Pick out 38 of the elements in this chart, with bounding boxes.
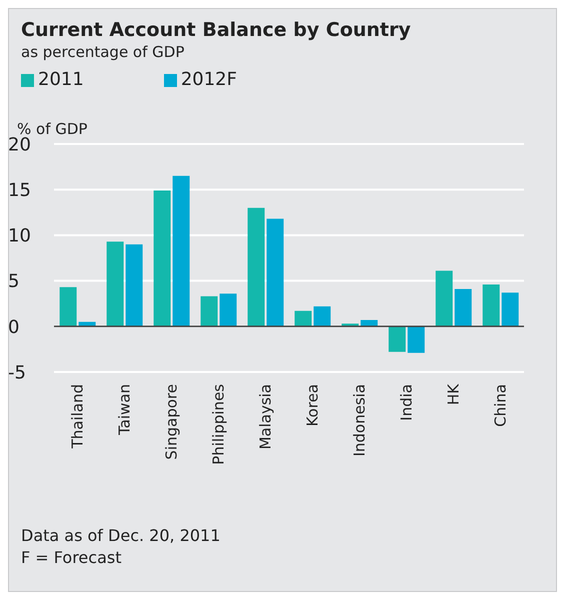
x-tick-label: India (398, 384, 416, 421)
bar (454, 289, 472, 326)
y-tick-label: -5 (8, 362, 26, 384)
y-tick-label: 5 (8, 271, 20, 292)
bar (60, 287, 77, 326)
bar (126, 244, 143, 326)
x-tick-label: Philippines (210, 384, 228, 465)
bar (200, 296, 218, 326)
y-tick-label: 15 (8, 180, 31, 201)
text: F = Forecast (21, 547, 122, 569)
legend-label: 2011 (38, 69, 84, 90)
x-tick-label: Singapore (162, 384, 180, 460)
x-tick-label: Taiwan (116, 384, 134, 436)
bar (248, 208, 265, 326)
bar (266, 218, 284, 326)
x-tick-label: Thailand (68, 384, 86, 450)
x-tick-label: Indonesia (350, 384, 368, 457)
bar (482, 284, 500, 326)
x-tick-label: Malaysia (256, 384, 274, 450)
bar (106, 242, 124, 326)
bar (388, 326, 406, 352)
bar (172, 176, 190, 326)
y-tick-label: 10 (8, 226, 31, 247)
bar (220, 294, 237, 326)
legend-label: 2012F (180, 69, 237, 90)
chart-title: Current Account Balance by Country (21, 19, 412, 41)
y-tick-label: 0 (8, 316, 20, 338)
bar (294, 310, 312, 326)
bar (408, 326, 425, 353)
bar (314, 306, 331, 326)
x-tick-label: Korea (304, 384, 322, 427)
bar (154, 190, 171, 326)
bar (502, 292, 519, 326)
chart-subtitle: as percentage of GDP (21, 43, 186, 61)
x-tick-label: HK (444, 382, 462, 406)
x-tick-label: China (492, 384, 510, 427)
text: Data as of Dec. 20, 2011 (21, 525, 220, 547)
bar (436, 270, 453, 326)
